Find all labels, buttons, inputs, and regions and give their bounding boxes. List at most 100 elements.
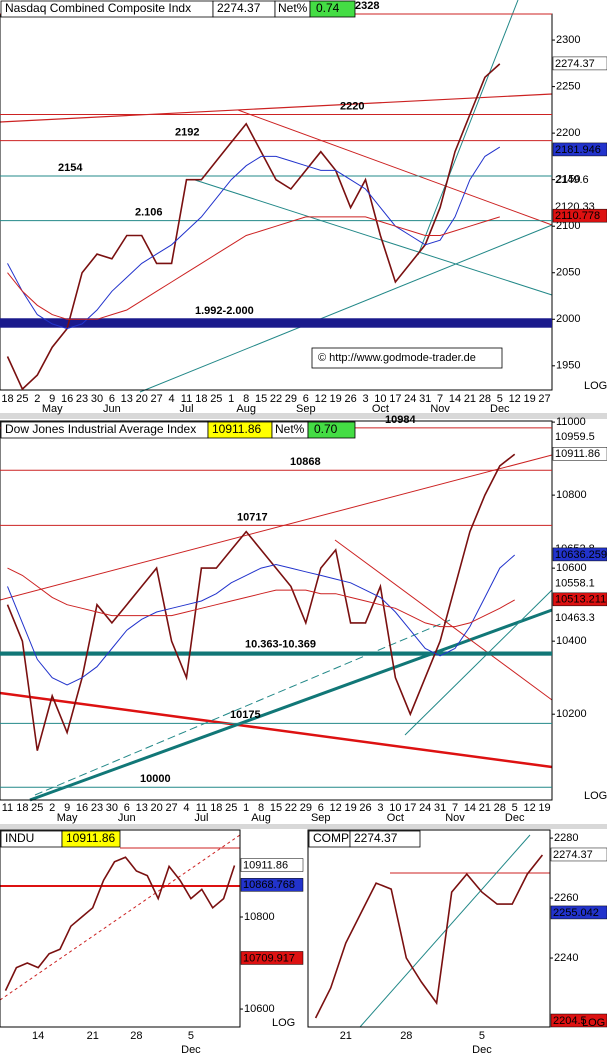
x-tick-label: 7 (452, 802, 458, 814)
header-net-box (309, 0, 356, 18)
trend-line (34, 619, 451, 796)
price-label-box (552, 447, 607, 461)
price-label: 2274.37 (555, 58, 595, 70)
header-net-label: Net% (275, 422, 305, 436)
x-tick-label: 16 (76, 802, 88, 814)
x-tick-label: 29 (300, 802, 312, 814)
x-tick-label: 8 (258, 802, 264, 814)
x-tick-label: 19 (538, 802, 550, 814)
x-tick-label: 28 (479, 393, 491, 405)
price-label: 2274.37 (553, 849, 593, 861)
price-label: 10636.259 (555, 549, 607, 561)
x-tick-label: 29 (285, 393, 297, 405)
price-label-box (240, 878, 304, 892)
price-label: 2181.946 (555, 144, 601, 156)
y-tick-label: 2100 (556, 220, 580, 232)
x-tick-label: 19 (344, 802, 356, 814)
level-label: 2.106 (135, 207, 163, 219)
price-label-box (550, 847, 607, 862)
header-title: INDU (5, 831, 34, 845)
x-tick-label: 1 (228, 393, 234, 405)
y-tick-label: 2300 (556, 34, 580, 46)
price-label: 10911.86 (555, 448, 600, 460)
y-tick-label: 11000 (556, 416, 586, 428)
x-tick-label: 15 (255, 393, 267, 405)
x-tick-label: 18 (210, 802, 222, 814)
header-net-label: Net% (278, 1, 308, 15)
x-tick-label: 30 (91, 393, 103, 405)
header-last-box (61, 830, 121, 848)
x-tick-label: 26 (359, 802, 371, 814)
plot-frame (307, 829, 551, 1028)
x-tick-label: 11 (2, 802, 13, 814)
x-tick-label: 10 (389, 802, 401, 814)
month-label: Aug (251, 812, 271, 824)
price-label: 10911.86 (243, 859, 288, 871)
month-label: May (57, 812, 78, 824)
x-tick-label: 9 (64, 802, 70, 814)
x-tick-label: 8 (243, 393, 249, 405)
month-label: Jun (103, 403, 121, 415)
x-tick-label: 22 (285, 802, 297, 814)
x-tick-label: 27 (538, 393, 550, 405)
x-tick-label: 23 (91, 802, 103, 814)
header-last-box (349, 830, 421, 848)
y-tick-label: 10600 (244, 1003, 275, 1015)
price-label: 10709.917 (243, 952, 295, 964)
x-tick-label: 30 (106, 802, 118, 814)
trend-line (29, 608, 553, 802)
month-label: Dec (505, 812, 525, 824)
trend-line (0, 93, 553, 123)
y-tick-label: 2250 (556, 81, 580, 93)
trend-line (0, 454, 553, 601)
x-tick-label: 21 (340, 1030, 352, 1042)
scale-label: LOG (582, 1017, 605, 1029)
trend-line (237, 109, 553, 226)
x-tick-label: 25 (210, 393, 222, 405)
x-tick-label: 5 (479, 1030, 485, 1042)
y-tick-label: 2240 (554, 952, 578, 964)
trend-line (139, 224, 553, 393)
trend-line (359, 834, 531, 1028)
x-tick-label: 13 (121, 393, 133, 405)
month-label: Dec (472, 1044, 492, 1056)
month-label: Jun (118, 812, 136, 824)
price-label-box (552, 592, 607, 607)
month-label: Jul (194, 812, 208, 824)
price-label-box (550, 905, 607, 920)
y-tick-label: 2280 (554, 832, 578, 844)
x-tick-label: 5 (512, 802, 518, 814)
x-tick-label: 24 (419, 802, 431, 814)
price-line (4, 856, 236, 991)
level-label: 10000 (140, 773, 171, 785)
trend-line (0, 834, 241, 1001)
x-tick-label: 27 (165, 802, 177, 814)
x-tick-label: 21 (87, 1030, 99, 1042)
month-label: Sep (296, 403, 316, 415)
x-tick-label: 18 (16, 802, 28, 814)
month-label: May (42, 403, 63, 415)
price-label-box (552, 142, 607, 157)
x-tick-label: 6 (303, 393, 309, 405)
price-line (314, 854, 544, 1019)
moving-average (7, 216, 500, 320)
price-label: 10959.5 (555, 431, 595, 443)
x-tick-label: 6 (109, 393, 115, 405)
x-tick-label: 12 (523, 802, 535, 814)
month-label: Oct (372, 403, 389, 415)
trend-line (417, 0, 519, 256)
x-tick-label: 23 (76, 393, 88, 405)
copyright-box (311, 347, 503, 369)
y-tick-label: 10200 (556, 708, 587, 720)
y-tick-label: 10600 (556, 562, 587, 574)
price-label: 2204.5 (553, 1015, 587, 1027)
x-tick-label: 21 (464, 393, 476, 405)
x-tick-label: 13 (136, 802, 148, 814)
level-label: 10.363-10.369 (245, 638, 316, 650)
month-label: Dec (181, 1044, 201, 1056)
x-tick-label: 16 (61, 393, 73, 405)
price-label: 10558.1 (555, 577, 595, 589)
y-tick-label: 1950 (556, 360, 580, 372)
x-tick-label: 15 (270, 802, 282, 814)
